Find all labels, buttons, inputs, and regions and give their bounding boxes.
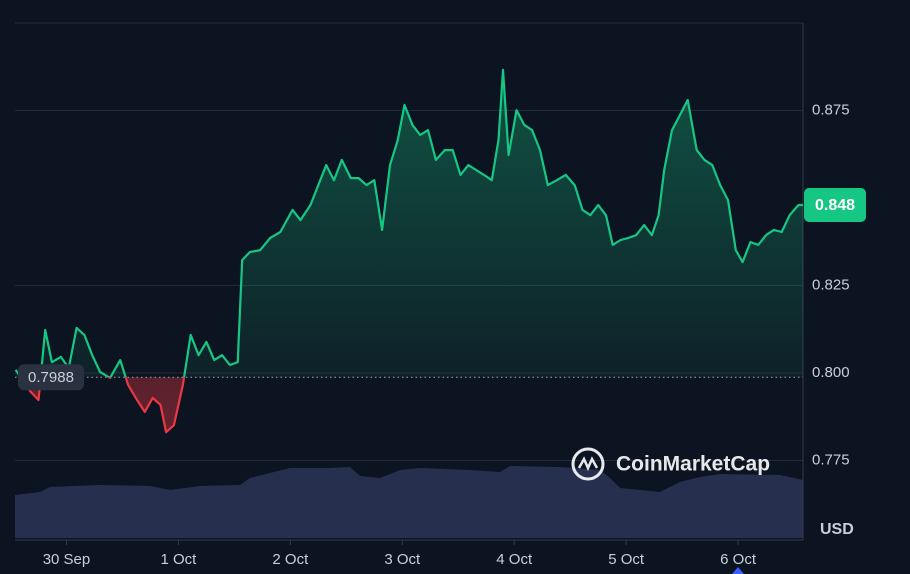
watermark-text: CoinMarketCap [616,453,770,476]
x-tick-label: 1 Oct [160,551,197,568]
baseline-label: 0.7988 [28,369,74,386]
price-badge [804,188,866,223]
y-tick-label: 0.875 [812,101,850,118]
price-line [14,68,803,378]
marker [732,567,744,574]
x-tick-label: 30 Sep [43,551,91,568]
y-tick-label: 0.775 [812,452,850,469]
price-badge-label: 0.848 [815,197,855,214]
x-tick-label: 6 Oct [720,551,757,568]
watermark: CoinMarketCap [571,447,770,481]
volume-area [15,466,803,538]
price-line-below [19,377,186,434]
x-tick-label: 5 Oct [608,551,645,568]
area-up [15,69,803,378]
watermark-logo-mark [577,456,599,472]
y-tick-label: 0.825 [812,276,850,293]
x-tick-label: 2 Oct [272,551,309,568]
currency-label: USD [820,521,854,538]
x-tick-label: 3 Oct [384,551,421,568]
y-tick-label: 0.800 [812,364,850,381]
watermark-logo [571,447,605,481]
x-tick-label: 4 Oct [496,551,533,568]
baseline-label-box [18,364,84,391]
area-down [20,377,185,433]
